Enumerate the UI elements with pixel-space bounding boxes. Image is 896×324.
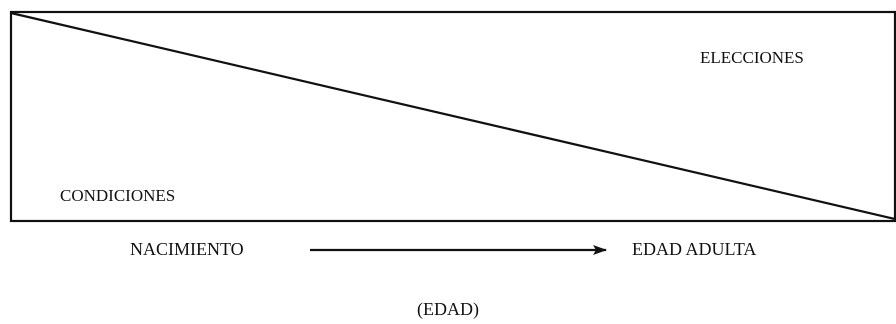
timeline-end-label: EDAD ADULTA — [632, 239, 757, 259]
elecciones-label: ELECCIONES — [700, 48, 804, 67]
condiciones-label: CONDICIONES — [60, 186, 176, 205]
axis-label: (EDAD) — [417, 299, 479, 319]
timeline-start-label: NACIMIENTO — [130, 239, 244, 259]
diagram-frame — [9, 10, 896, 223]
diagonal-divider — [10, 11, 896, 221]
